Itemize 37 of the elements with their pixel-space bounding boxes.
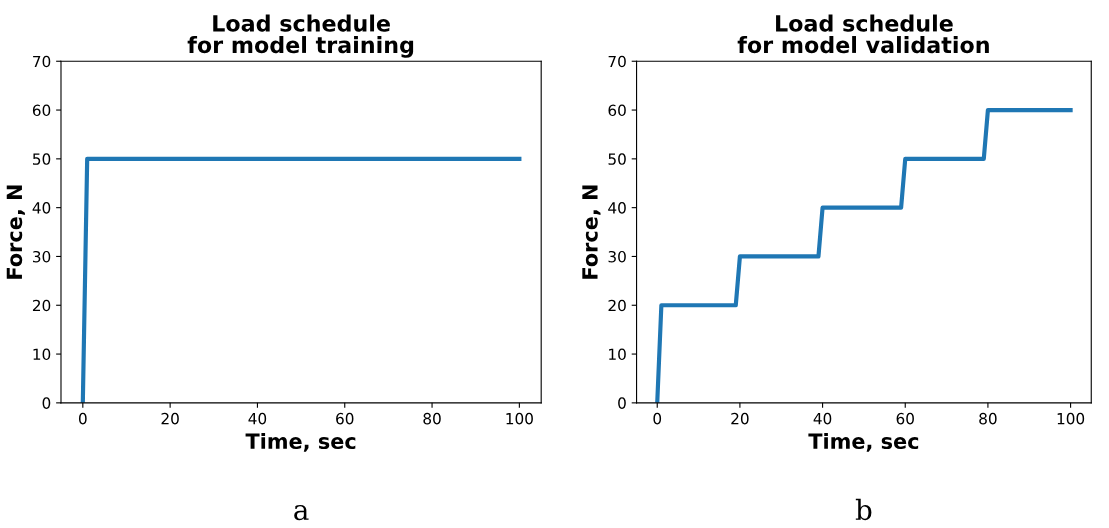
x-axis-title: Time, sec bbox=[808, 432, 919, 452]
y-tick-label: 20 bbox=[608, 299, 626, 312]
y-tick-label: 70 bbox=[608, 55, 626, 68]
y-tick-label: 60 bbox=[608, 104, 626, 117]
y-tick-label: 70 bbox=[33, 55, 51, 68]
x-tick-label: 40 bbox=[813, 412, 832, 425]
text: a bbox=[294, 505, 309, 521]
x-tick-label: 0 bbox=[653, 412, 662, 425]
x-tick-label: 80 bbox=[423, 412, 441, 425]
x-tick-label: 100 bbox=[506, 412, 533, 425]
y-tick-label: 0 bbox=[618, 397, 626, 409]
x-tick-label: 60 bbox=[896, 412, 914, 425]
y-tick-label: 40 bbox=[32, 202, 51, 214]
y-tick-label: 50 bbox=[608, 153, 626, 165]
line-series bbox=[655, 107, 1073, 403]
y-tick-label: 40 bbox=[608, 202, 626, 214]
chart-title: Load schedule for model training bbox=[187, 14, 414, 58]
y-tick-label: 20 bbox=[32, 299, 51, 312]
x-tick-label: 20 bbox=[731, 412, 749, 425]
y-axis-title: Force, N bbox=[582, 185, 601, 279]
x-tick-label: 40 bbox=[248, 412, 267, 425]
y-axis-title: Force, N bbox=[6, 185, 25, 279]
x-axis-title: Time, sec bbox=[245, 432, 356, 452]
x-tick-label: 80 bbox=[979, 412, 997, 425]
text: b bbox=[855, 498, 872, 521]
y-tick-label: 10 bbox=[609, 348, 626, 361]
x-tick-label: 60 bbox=[336, 412, 354, 425]
y-tick-label: 0 bbox=[42, 397, 51, 409]
chart-title: Load schedule for model validation bbox=[737, 14, 989, 54]
y-tick-label: 60 bbox=[32, 104, 51, 117]
y-tick-label: 50 bbox=[33, 153, 51, 165]
x-tick-label: 20 bbox=[161, 412, 179, 425]
y-tick-label: 10 bbox=[33, 348, 51, 361]
x-tick-label: 100 bbox=[1057, 412, 1085, 425]
x-tick-label: 0 bbox=[78, 412, 87, 425]
y-tick-label: 30 bbox=[608, 250, 626, 263]
y-tick-label: 30 bbox=[33, 250, 51, 263]
